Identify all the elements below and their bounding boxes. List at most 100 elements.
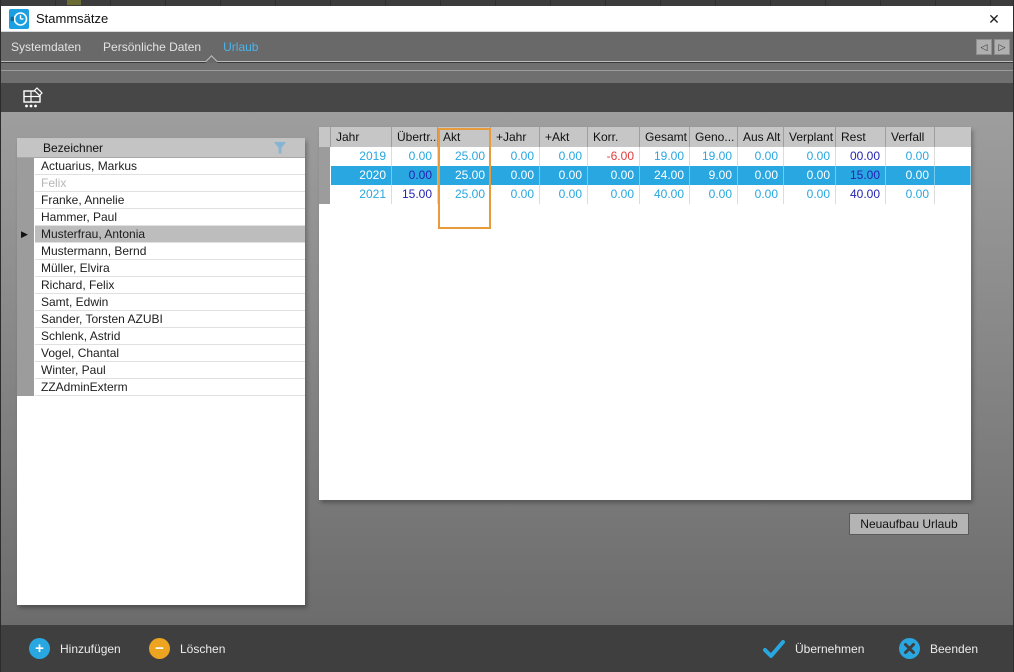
uebernehmen-button[interactable]: Übernehmen [763, 625, 864, 672]
column-header[interactable]: Geno... [690, 127, 738, 147]
table-cell[interactable]: 0.00 [491, 185, 540, 204]
table-cell[interactable]: 0.00 [738, 166, 784, 185]
background-accent [67, 0, 81, 5]
edit-grid-button[interactable] [19, 85, 47, 111]
table-cell[interactable]: 0.00 [784, 185, 836, 204]
list-item[interactable]: Samt, Edwin [17, 294, 305, 311]
list-item[interactable]: ZZAdminExterm [17, 379, 305, 396]
table-cell[interactable]: 00.00 [836, 147, 886, 166]
tab-bar: Systemdaten Persönliche Daten Urlaub ◁ ▷ [1, 32, 1013, 68]
table-cell[interactable]: 40.00 [836, 185, 886, 204]
column-header[interactable]: Übertr... [392, 127, 438, 147]
table-cell[interactable]: 0.00 [784, 147, 836, 166]
table-cell[interactable]: 0.00 [491, 166, 540, 185]
window-title: Stammsätze [36, 11, 109, 26]
table-cell[interactable]: 40.00 [640, 185, 690, 204]
column-header[interactable]: Rest [836, 127, 886, 147]
list-item[interactable]: Winter, Paul [17, 362, 305, 379]
table-cell[interactable]: 0.00 [540, 185, 588, 204]
list-item[interactable]: Richard, Felix [17, 277, 305, 294]
table-cell[interactable]: 2021 [331, 185, 392, 204]
loeschen-button[interactable]: − Löschen [149, 625, 225, 672]
add-icon: + [29, 638, 50, 659]
table-cell[interactable]: 2020 [331, 166, 392, 185]
table-cell[interactable]: 0.00 [738, 185, 784, 204]
column-header[interactable]: Akt [438, 127, 491, 147]
app-clock-icon [9, 8, 29, 29]
table-cell[interactable]: 0.00 [588, 166, 640, 185]
employee-list-header: Bezeichner [17, 138, 305, 158]
table-cell[interactable]: 19.00 [640, 147, 690, 166]
table-row[interactable]: 2020 0.00 25.00 0.00 0.00 0.00 24.00 9.00 0.00 0.… [319, 166, 971, 185]
row-filler-cell [935, 185, 971, 204]
column-header[interactable]: Gesamt [640, 127, 690, 147]
table-cell[interactable]: 15.00 [836, 166, 886, 185]
list-item[interactable]: Vogel, Chantal [17, 345, 305, 362]
table-cell[interactable]: 2019 [331, 147, 392, 166]
title-bar: Stammsätze ✕ [1, 6, 1013, 32]
table-cell[interactable]: 0.00 [540, 166, 588, 185]
tab-systemdaten[interactable]: Systemdaten [11, 39, 82, 54]
header-filler-cell [935, 127, 971, 147]
table-cell[interactable]: 0.00 [392, 147, 438, 166]
list-item[interactable]: Mustermann, Bernd [17, 243, 305, 260]
table-cell[interactable]: 0.00 [886, 166, 935, 185]
table-cell[interactable]: 0.00 [738, 147, 784, 166]
table-cell[interactable]: 0.00 [588, 185, 640, 204]
selected-row-arrow-icon: ▶ [21, 229, 28, 239]
table-cell[interactable]: 0.00 [491, 147, 540, 166]
list-item[interactable]: Actuarius, Markus [17, 158, 305, 175]
column-header[interactable]: Aus Alt [738, 127, 784, 147]
list-item[interactable]: Franke, Annelie [17, 192, 305, 209]
filter-button[interactable] [273, 141, 287, 155]
close-icon[interactable]: ✕ [988, 10, 1000, 27]
table-cell[interactable]: 0.00 [886, 147, 935, 166]
table-cell[interactable]: 0.00 [392, 166, 438, 185]
tab-scroll-left-icon[interactable]: ◁ [976, 39, 992, 55]
funnel-icon [274, 142, 286, 154]
list-item[interactable]: Hammer, Paul [17, 209, 305, 226]
table-row[interactable]: 2021 15.00 25.00 0.00 0.00 0.00 40.00 0.00 0.00 0… [319, 185, 971, 204]
table-cell[interactable]: 25.00 [438, 166, 491, 185]
row-gutter-cell [319, 147, 331, 166]
list-item[interactable]: Schlenk, Astrid [17, 328, 305, 345]
list-item[interactable]: Sander, Torsten AZUBI [17, 311, 305, 328]
column-header[interactable]: +Akt [540, 127, 588, 147]
table-cell[interactable]: 0.00 [540, 147, 588, 166]
column-header[interactable]: Jahr [331, 127, 392, 147]
vacation-table-rows: 2019 0.00 25.00 0.00 0.00 -6.00 19.00 19.00 0.00… [319, 147, 971, 204]
table-cell[interactable]: 24.00 [640, 166, 690, 185]
row-filler-cell [935, 166, 971, 185]
remove-icon: − [149, 638, 170, 659]
employee-list-gutter: ▶ [17, 158, 35, 396]
column-header[interactable]: Verplant [784, 127, 836, 147]
list-item[interactable]: Musterfrau, Antonia [17, 226, 305, 243]
table-cell[interactable]: 25.00 [438, 185, 491, 204]
tab-persoenliche-daten[interactable]: Persönliche Daten [103, 39, 202, 54]
table-cell[interactable]: 19.00 [690, 147, 738, 166]
list-item[interactable]: Felix [17, 175, 305, 192]
table-row[interactable]: 2019 0.00 25.00 0.00 0.00 -6.00 19.00 19.00 0.00… [319, 147, 971, 166]
column-header[interactable]: Korr. [588, 127, 640, 147]
column-header[interactable]: +Jahr [491, 127, 540, 147]
table-cell[interactable]: 0.00 [784, 166, 836, 185]
column-header[interactable]: Verfall [886, 127, 935, 147]
table-cell[interactable]: 25.00 [438, 147, 491, 166]
neuaufbau-urlaub-button[interactable]: Neuaufbau Urlaub [849, 513, 969, 535]
table-cell[interactable]: 0.00 [690, 185, 738, 204]
tab-scroll-right-icon[interactable]: ▷ [994, 39, 1010, 55]
list-item[interactable]: Müller, Elvira [17, 260, 305, 277]
table-cell[interactable]: 0.00 [886, 185, 935, 204]
hinzufuegen-button[interactable]: + Hinzufügen [29, 625, 121, 672]
tab-urlaub[interactable]: Urlaub [223, 39, 259, 54]
table-cell[interactable]: -6.00 [588, 147, 640, 166]
table-cell[interactable]: 15.00 [392, 185, 438, 204]
vacation-table: Jahr Übertr... Akt +Jahr +Akt Korr. Gesamt Geno… [319, 127, 971, 500]
beenden-button[interactable]: Beenden [899, 625, 978, 672]
background-window-strip [1, 0, 1013, 6]
row-gutter-cell [319, 166, 331, 185]
vacation-table-header: Jahr Übertr... Akt +Jahr +Akt Korr. Gesamt Geno… [319, 127, 971, 147]
table-cell[interactable]: 9.00 [690, 166, 738, 185]
tab-separator-strip [1, 63, 1013, 83]
